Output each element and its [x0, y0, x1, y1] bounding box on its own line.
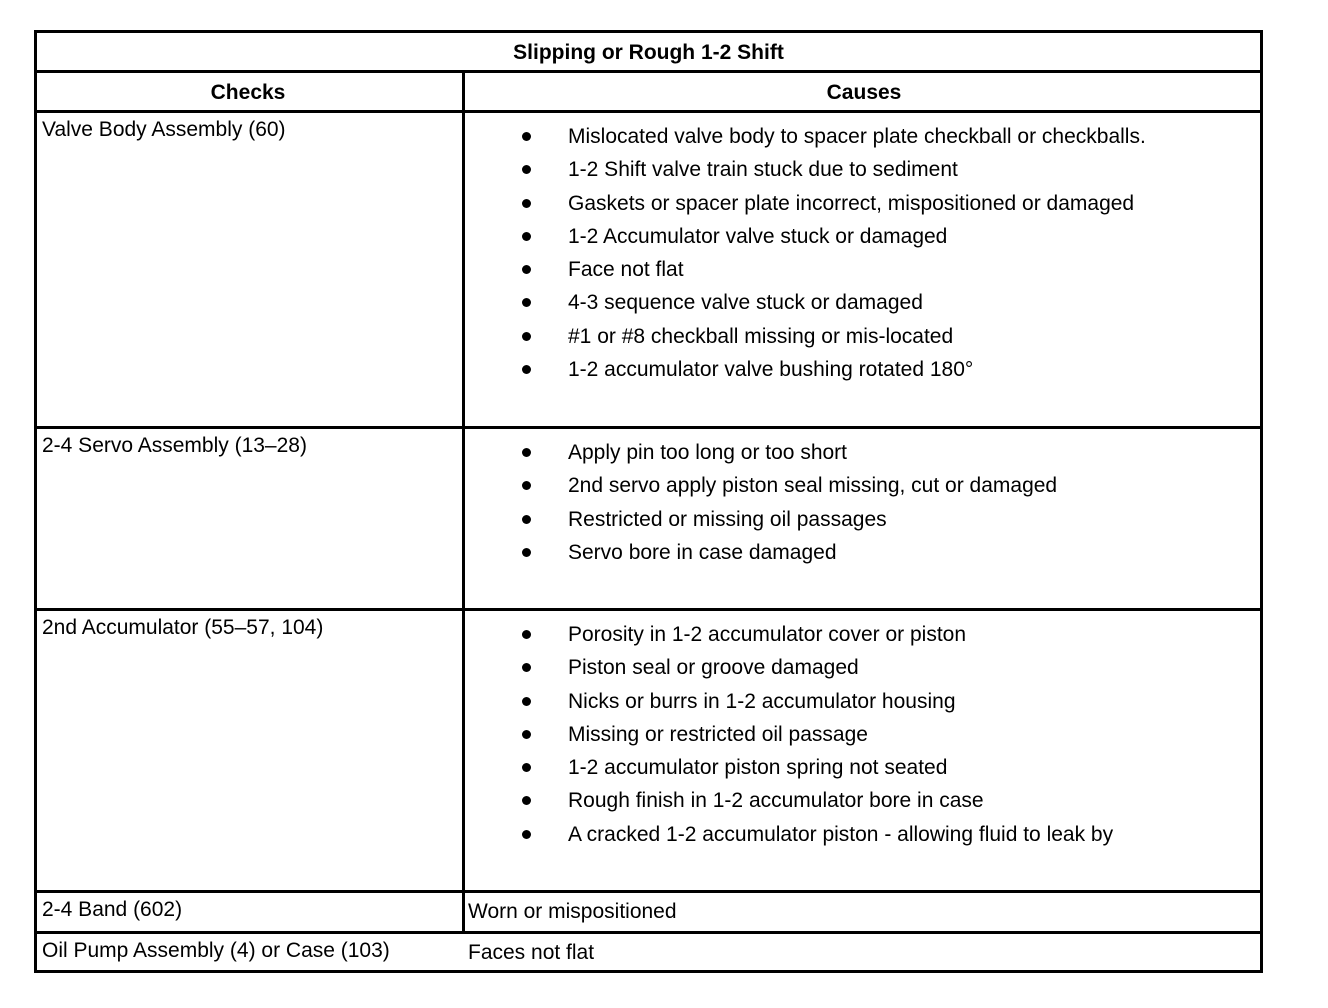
table-border — [34, 30, 37, 973]
cause-text: Worn or mispositioned — [468, 900, 677, 923]
cause-item: Rough finish in 1-2 accumulator bore in … — [466, 784, 1113, 817]
cause-text: Missing or restricted oil passage — [568, 722, 868, 746]
check-cell: 2nd Accumulator (55–57, 104) — [42, 616, 324, 639]
bullet-icon — [522, 165, 531, 175]
cause-item: Missing or restricted oil passage — [466, 718, 1113, 751]
table-title: Slipping or Rough 1-2 Shift — [513, 41, 784, 64]
bullet-icon — [522, 514, 531, 524]
table-border — [462, 70, 465, 933]
cause-item: 1-2 accumulator piston spring not seated — [466, 751, 1113, 784]
bullet-icon — [522, 663, 531, 673]
cause-item: Piston seal or groove damaged — [466, 651, 1113, 684]
check-cell: Oil Pump Assembly (4) or Case (103) — [42, 939, 390, 962]
table-border — [34, 608, 1263, 611]
table-border — [34, 110, 1263, 113]
cause-item: Nicks or burrs in 1-2 accumulator housin… — [466, 685, 1113, 718]
check-cell: 2-4 Servo Assembly (13–28) — [42, 434, 307, 457]
bullet-icon — [522, 729, 531, 739]
table-border — [1260, 30, 1263, 973]
cause-text: 4-3 sequence valve stuck or damaged — [568, 291, 923, 315]
cause-item: 2nd servo apply piston seal missing, cut… — [466, 469, 1057, 502]
table-border — [34, 30, 1263, 33]
table-border — [34, 70, 1263, 73]
bullet-icon — [522, 298, 531, 308]
bullet-icon — [522, 231, 531, 241]
cause-text: Porosity in 1-2 accumulator cover or pis… — [568, 623, 967, 646]
bullet-icon — [522, 796, 531, 806]
bullet-icon — [522, 696, 531, 706]
bullet-icon — [522, 365, 531, 375]
bullet-icon — [522, 331, 531, 341]
cause-item: Porosity in 1-2 accumulator cover or pis… — [466, 618, 1113, 651]
cause-item: 1-2 accumulator valve bushing rotated 18… — [466, 353, 1146, 386]
cause-item: 1-2 Shift valve train stuck due to sedim… — [466, 153, 1146, 186]
troubleshooting-table: Slipping or Rough 1-2 Shift Checks Cause… — [34, 30, 1263, 973]
table-border — [34, 426, 1263, 429]
cause-text: A cracked 1-2 accumulator piston - allow… — [568, 822, 1114, 846]
cause-text: 1-2 accumulator piston spring not seated — [568, 756, 948, 780]
bullet-icon — [522, 198, 531, 208]
bullet-icon — [522, 265, 531, 275]
bullet-icon — [522, 763, 531, 773]
cause-text: 2nd servo apply piston seal missing, cut… — [568, 474, 1058, 498]
bullet-icon — [522, 630, 531, 639]
cause-text: Piston seal or groove damaged — [568, 656, 859, 680]
header-causes: Causes — [826, 81, 902, 104]
cause-item: Apply pin too long or too short — [466, 436, 1057, 469]
cause-text: Face not flat — [568, 258, 684, 282]
table-border — [34, 931, 1263, 934]
cause-text: #1 or #8 checkball missing or mis-locate… — [568, 324, 954, 348]
bullet-icon — [522, 829, 531, 839]
cause-text: Faces not flat — [468, 941, 595, 964]
cause-text: Rough finish in 1-2 accumulator bore in … — [568, 789, 984, 813]
table-border — [34, 890, 1263, 893]
cause-item: Restricted or missing oil passages — [466, 503, 1057, 536]
cause-item: Servo bore in case damaged — [466, 536, 1057, 569]
causes-list: Mislocated valve body to spacer plate ch… — [466, 120, 1146, 386]
bullet-icon — [522, 132, 531, 141]
table-border — [34, 970, 1263, 973]
cause-text: Restricted or missing oil passages — [568, 507, 887, 531]
cause-text: 1-2 accumulator valve bushing rotated 18… — [568, 358, 974, 382]
cause-text: Nicks or burrs in 1-2 accumulator housin… — [568, 689, 956, 713]
check-cell: 2-4 Band (602) — [42, 898, 183, 921]
cause-text: 1-2 Accumulator valve stuck or damaged — [568, 224, 948, 248]
cause-item: 4-3 sequence valve stuck or damaged — [466, 286, 1146, 319]
cause-text: Mislocated valve body to spacer plate ch… — [568, 125, 1146, 148]
cause-item: Mislocated valve body to spacer plate ch… — [466, 120, 1146, 153]
bullet-icon — [522, 448, 531, 457]
causes-list: Porosity in 1-2 accumulator cover or pis… — [466, 618, 1113, 851]
cause-text: Apply pin too long or too short — [568, 441, 848, 464]
header-checks: Checks — [210, 81, 286, 104]
cause-item: #1 or #8 checkball missing or mis-locate… — [466, 320, 1146, 353]
bullet-icon — [522, 547, 531, 557]
cause-item: 1-2 Accumulator valve stuck or damaged — [466, 220, 1146, 253]
cause-text: Servo bore in case damaged — [568, 540, 837, 564]
cause-text: 1-2 Shift valve train stuck due to sedim… — [568, 158, 958, 182]
cause-item: Gaskets or spacer plate incorrect, mispo… — [466, 187, 1146, 220]
causes-list: Apply pin too long or too short 2nd servo… — [466, 436, 1057, 569]
check-cell: Valve Body Assembly (60) — [42, 118, 286, 141]
bullet-icon — [522, 481, 531, 491]
cause-item: Face not flat — [466, 253, 1146, 286]
cause-text: Gaskets or spacer plate incorrect, mispo… — [568, 191, 1135, 215]
cause-item: A cracked 1-2 accumulator piston - allow… — [466, 818, 1113, 851]
